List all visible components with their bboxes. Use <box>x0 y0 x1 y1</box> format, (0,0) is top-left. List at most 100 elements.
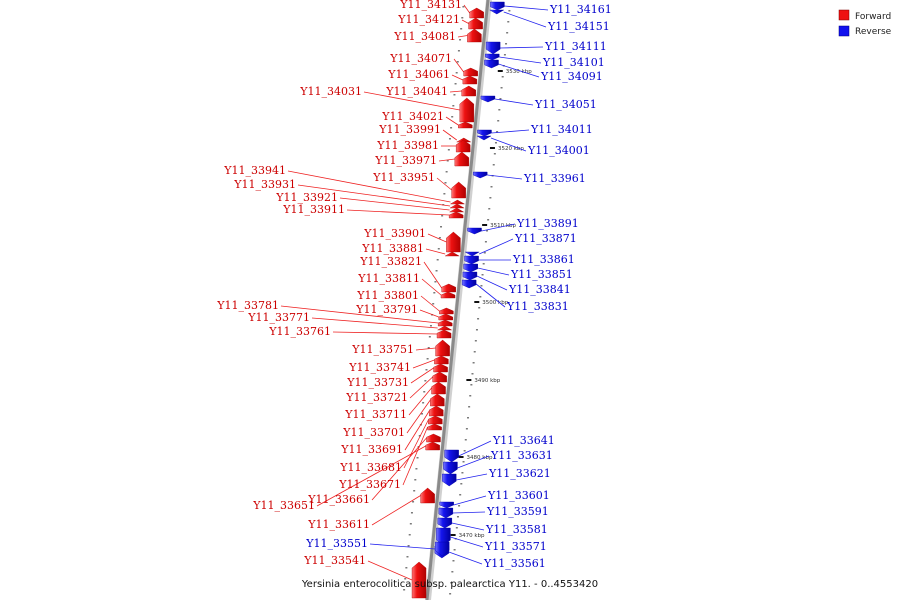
reverse-gene-feature <box>439 501 454 509</box>
axis-dot-left <box>459 39 462 41</box>
axis-dot-left <box>434 281 437 283</box>
forward-gene-feature <box>437 319 453 327</box>
reverse-gene-feature <box>489 9 505 15</box>
axis-dot-left <box>446 160 449 162</box>
forward-label-leader <box>451 74 464 81</box>
gene-features <box>411 1 505 599</box>
scale-tick-mark <box>450 534 456 536</box>
forward-gene-feature <box>434 355 449 365</box>
axis-dot-left <box>443 193 446 195</box>
scale-tick-mark <box>497 70 503 72</box>
reverse-label-leader <box>487 174 523 180</box>
axis-dot-left <box>447 149 450 151</box>
axis-dot-left <box>418 435 421 437</box>
forward-gene-feature <box>448 207 465 213</box>
scale-tick-mark <box>474 301 480 303</box>
axis-dot-left <box>409 523 412 525</box>
reverse-gene-label: Y11_34091 <box>540 70 603 83</box>
forward-label-leader <box>449 90 462 93</box>
forward-gene-feature <box>441 283 456 293</box>
forward-gene-label: Y11_33651 <box>252 499 315 512</box>
axis-dot-right <box>467 417 470 419</box>
scale-tick-label: 3500 kbp <box>482 300 508 306</box>
scale-tick-label: 3520 kbp <box>498 146 524 152</box>
reverse-label-leader <box>457 455 490 469</box>
reverse-gene-feature <box>443 461 458 475</box>
forward-label-leader <box>363 91 460 111</box>
genome-caption: Yersinia enterocolitica subsp. palearcti… <box>301 579 598 590</box>
forward-gene-feature <box>427 423 442 431</box>
reverse-gene-feature <box>462 271 478 281</box>
reverse-label-leader <box>456 473 488 481</box>
forward-gene-feature <box>469 7 484 19</box>
axis-dot-right <box>450 582 453 584</box>
gene-labels: Y11_34131 Y11_34121 Y11_34081 Y11_34071 Y11_… <box>216 0 612 570</box>
reverse-gene-label: Y11_33561 <box>483 557 546 570</box>
reverse-label-leader <box>369 543 436 550</box>
forward-gene-feature <box>454 151 470 167</box>
forward-gene-label: Y11_33991 <box>378 123 441 136</box>
forward-gene-label: Y11_33821 <box>359 255 422 268</box>
reverse-gene-label: Y11_33601 <box>487 489 550 502</box>
forward-gene-label: Y11_34071 <box>389 52 452 65</box>
forward-gene-feature <box>462 75 478 85</box>
forward-label-leader <box>461 19 469 24</box>
forward-label-leader <box>415 347 436 351</box>
axis-dot-left <box>433 292 436 294</box>
reverse-label-leader <box>477 267 510 276</box>
forward-label-leader <box>408 387 432 416</box>
forward-gene-feature <box>436 325 453 331</box>
axis-dot-left <box>452 105 455 107</box>
reverse-gene-label: Y11_33551 <box>305 537 368 550</box>
forward-gene-feature <box>438 313 453 321</box>
forward-label-leader <box>409 376 433 399</box>
forward-label-leader <box>402 426 428 486</box>
scale-tick-mark <box>482 224 488 226</box>
reverse-gene-label: Y11_33831 <box>506 300 569 313</box>
forward-gene-feature <box>448 211 464 219</box>
reverse-gene-label: Y11_33631 <box>490 449 553 462</box>
reverse-gene-feature <box>480 95 496 103</box>
forward-gene-feature <box>430 393 445 407</box>
scale-tick-label: 3530 kbp <box>506 69 532 75</box>
axis-dot-left <box>455 72 458 74</box>
legend-label-forward: Forward <box>855 12 891 22</box>
forward-gene-feature <box>439 307 454 315</box>
forward-gene-label: Y11_33701 <box>342 426 405 439</box>
forward-label-leader <box>457 35 468 38</box>
forward-gene-feature <box>449 199 466 205</box>
reverse-gene-feature <box>463 263 478 273</box>
reverse-label-leader <box>453 495 487 506</box>
forward-gene-label: Y11_33751 <box>351 343 414 356</box>
axis-dot-right <box>455 527 458 529</box>
reverse-gene-feature <box>473 171 488 179</box>
axis-dot-right <box>478 307 481 309</box>
forward-label-leader <box>406 399 431 434</box>
axis-dot-right <box>470 384 473 386</box>
reverse-label-leader <box>500 46 544 49</box>
axis-dot-right <box>464 439 467 441</box>
axis-dot-right <box>489 197 492 199</box>
axis-dot-left <box>450 127 453 129</box>
forward-label-leader <box>316 445 426 507</box>
reverse-gene-feature <box>485 53 500 61</box>
forward-gene-feature <box>440 291 456 299</box>
axis-dot-left <box>441 215 444 217</box>
axis-dot-right <box>481 274 484 276</box>
forward-label-leader <box>420 295 440 312</box>
forward-gene-feature <box>446 231 461 253</box>
axis-dot-left <box>425 369 428 371</box>
axis-dot-left <box>456 61 459 63</box>
axis-dot-right <box>451 571 454 573</box>
scale-tick-mark <box>489 147 495 149</box>
axis-dot-right <box>469 395 472 397</box>
axis-dot-left <box>404 578 407 580</box>
forward-label-leader <box>410 367 434 384</box>
forward-gene-label: Y11_33941 <box>223 164 286 177</box>
forward-label-leader <box>419 309 439 318</box>
forward-gene-feature <box>451 181 466 199</box>
reverse-label-leader <box>504 5 549 11</box>
reverse-label-leader <box>458 440 492 457</box>
forward-label-leader <box>403 419 429 469</box>
scale-tick-label: 3470 kbp <box>459 533 485 539</box>
